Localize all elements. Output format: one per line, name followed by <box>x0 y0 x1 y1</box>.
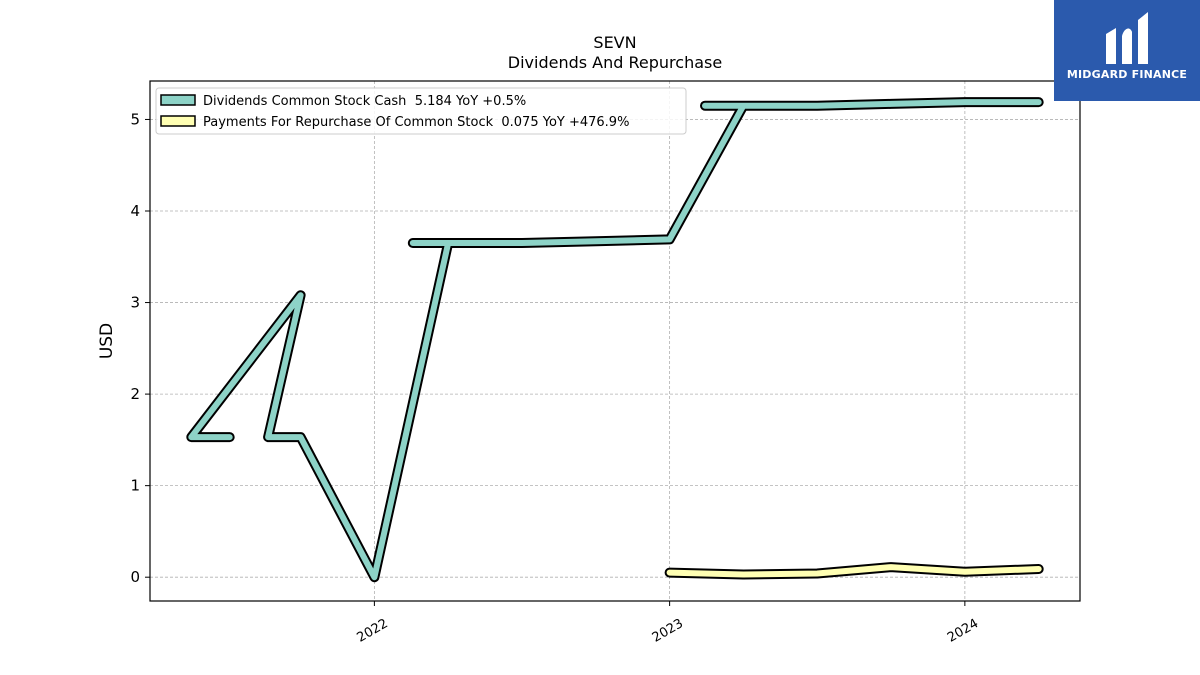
brand-name: MIDGARD FINANCE <box>1066 68 1188 81</box>
legend: Dividends Common Stock Cash 5.184 YoY +0… <box>155 87 687 135</box>
y-tick-label: 4 <box>130 202 140 220</box>
legend-swatch <box>160 115 196 127</box>
legend-label: Dividends Common Stock Cash 5.184 YoY +0… <box>203 94 526 109</box>
y-axis-label: USD <box>97 323 117 359</box>
y-tick-label: 1 <box>130 477 140 495</box>
x-axis: 2022 2023 2024 <box>355 601 981 646</box>
plot-frame <box>149 80 1081 602</box>
legend-box <box>155 87 687 135</box>
y-tick-label: 3 <box>130 294 140 312</box>
series-0-outline <box>186 97 1044 583</box>
midgard-logo-icon <box>1106 12 1148 64</box>
brand-logo: MIDGARD FINANCE <box>1054 0 1200 101</box>
y-axis: 0 1 2 3 4 5 <box>130 110 150 586</box>
x-tick-label: 2023 <box>650 616 686 646</box>
chart-subtitle: Dividends And Repurchase <box>508 53 722 72</box>
legend-label: Payments For Repurchase Of Common Stock … <box>203 115 629 130</box>
series-layer <box>186 97 1044 583</box>
x-tick-label: 2024 <box>945 616 981 646</box>
series-0-line <box>188 99 1042 581</box>
y-tick-label: 0 <box>130 568 140 586</box>
legend-swatch <box>160 94 196 106</box>
x-tick-label: 2022 <box>355 616 391 646</box>
series-1-line <box>666 564 1042 578</box>
y-tick-label: 5 <box>130 110 140 128</box>
chart-title: SEVN <box>593 33 636 52</box>
y-tick-label: 2 <box>130 385 140 403</box>
